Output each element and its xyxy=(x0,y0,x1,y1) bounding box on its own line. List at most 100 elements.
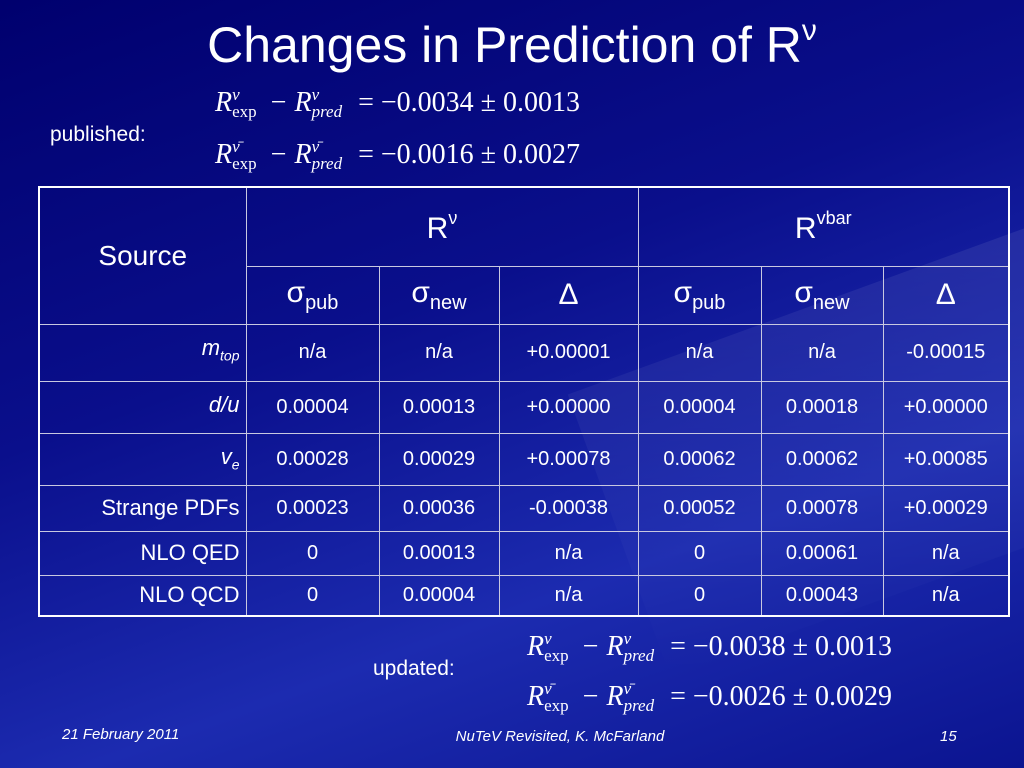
sub-header-text: σ xyxy=(673,275,693,309)
source-header: Source xyxy=(38,186,247,325)
cell: 0.00062 xyxy=(637,432,762,486)
eq-sub: exp xyxy=(232,154,257,173)
sub-header-text: Δ xyxy=(935,278,956,311)
group-sup: ν xyxy=(448,207,458,228)
sub-header-text: σ xyxy=(411,275,430,309)
table-row: d/u 0.00004 0.00013 +0.00000 0.00004 0.00018 +… xyxy=(38,380,1010,434)
sub-header: Δ xyxy=(882,265,1010,325)
cell: 0.00052 xyxy=(637,484,762,532)
row-label-sub: e xyxy=(231,455,240,472)
cell: 0 xyxy=(637,530,762,576)
eq-r: R xyxy=(294,87,312,118)
table-row: NLO QED 0 0.00013 n/a 0 0.00061 n/a xyxy=(38,530,1010,576)
row-label-sub: top xyxy=(220,346,240,363)
eq-op: − xyxy=(270,87,287,118)
eq-rhs: = −0.0034 ± 0.0013 xyxy=(358,87,581,118)
cell: 0.00004 xyxy=(378,574,500,617)
table-row: mtop n/a n/a +0.00001 n/a n/a -0.00015 xyxy=(38,323,1010,382)
cell: 0.00036 xyxy=(378,484,500,532)
cell: +0.00078 xyxy=(498,432,639,486)
eq-sup: ν xyxy=(623,629,632,648)
sub-header: σpub xyxy=(245,265,380,325)
eq-sup: ν̄ xyxy=(544,679,552,698)
row-label: d/u xyxy=(38,380,247,434)
eq-sub: pred xyxy=(311,102,343,121)
cell: 0.00018 xyxy=(760,380,884,434)
cell: 0.00029 xyxy=(378,432,500,486)
row-label: ve xyxy=(38,432,247,486)
cell: n/a xyxy=(637,323,762,382)
sub-header-sub: new xyxy=(812,291,850,314)
eq-r: R xyxy=(527,681,545,712)
cell: 0.00004 xyxy=(637,380,762,434)
eq-r: R xyxy=(606,631,624,662)
eq-r: R xyxy=(215,87,233,118)
table-row: NLO QCD 0 0.00004 n/a 0 0.00043 n/a xyxy=(38,574,1010,617)
row-label: mtop xyxy=(38,323,247,382)
row-label-text: NLO QED xyxy=(140,540,240,565)
cell: 0.00013 xyxy=(378,380,500,434)
row-label-text: NLO QCD xyxy=(139,582,240,608)
eq-op: − xyxy=(270,139,287,170)
eq-sup: ν̄ xyxy=(311,137,320,156)
cell: n/a xyxy=(245,323,380,382)
cell: 0.00023 xyxy=(245,484,380,532)
eq-sub: exp xyxy=(544,696,569,715)
eq-rhs: = −0.0026 ± 0.0029 xyxy=(670,681,893,712)
group-text: R xyxy=(794,211,817,245)
sub-header-sub: pub xyxy=(692,291,726,314)
sub-header: σpub xyxy=(637,265,762,325)
row-label-text: Strange PDFs xyxy=(101,495,240,520)
title-sup: ν xyxy=(801,14,817,47)
cell: -0.00015 xyxy=(882,323,1010,382)
footer-page: 15 xyxy=(940,728,957,745)
eq-sub: pred xyxy=(311,154,343,173)
eq-sub: exp xyxy=(544,646,569,665)
cell: 0 xyxy=(245,574,380,617)
cell: +0.00000 xyxy=(498,380,639,434)
cell: 0 xyxy=(245,530,380,576)
table-row: Strange PDFs 0.00023 0.00036 -0.00038 0.0005… xyxy=(38,484,1010,532)
cell: 0 xyxy=(637,574,762,617)
row-label-text: m xyxy=(201,334,221,360)
group-header: Rvbar xyxy=(637,186,1010,267)
eq-rhs: = −0.0016 ± 0.0027 xyxy=(358,139,581,170)
eq-stack: ν pred xyxy=(624,630,655,664)
sub-header-text: σ xyxy=(794,275,813,309)
eq-r: R xyxy=(294,139,312,170)
eq-stack: ν̄ pred xyxy=(312,138,343,172)
table-row: ve 0.00028 0.00029 +0.00078 0.00062 0.00062 +0… xyxy=(38,432,1010,486)
sub-header: σnew xyxy=(378,265,500,325)
eq-op: − xyxy=(582,681,599,712)
sub-header: σnew xyxy=(760,265,884,325)
group-header: Rν xyxy=(245,186,639,267)
slide-title: Changes in Prediction of Rν xyxy=(0,14,1024,74)
eq-stack: ν pred xyxy=(312,86,343,120)
eq-stack: ν exp xyxy=(232,86,257,120)
row-label: Strange PDFs xyxy=(38,484,247,532)
eq-stack: ν exp xyxy=(544,630,569,664)
eq-stack: ν̄ exp xyxy=(544,680,569,714)
eq-op: − xyxy=(582,631,599,662)
eq-stack: ν̄ exp xyxy=(232,138,257,172)
sub-header: Δ xyxy=(498,265,639,325)
published-label: published: xyxy=(50,123,146,146)
cell: +0.00029 xyxy=(882,484,1010,532)
sub-header-sub: new xyxy=(429,291,467,314)
footer-date: 21 February 2011 xyxy=(62,726,180,743)
cell: +0.00001 xyxy=(498,323,639,382)
cell: 0.00061 xyxy=(760,530,884,576)
row-label-text: d/u xyxy=(208,391,240,417)
eq-sup: ν xyxy=(311,85,320,104)
row-label: NLO QCD xyxy=(38,574,247,617)
title-text: Changes in Prediction of R xyxy=(207,17,802,73)
eq-r: R xyxy=(215,139,233,170)
cell: +0.00000 xyxy=(882,380,1010,434)
footer-center: NuTeV Revisited, K. McFarland xyxy=(455,728,665,745)
cell: 0.00062 xyxy=(760,432,884,486)
eq-sup: ν xyxy=(544,629,552,648)
